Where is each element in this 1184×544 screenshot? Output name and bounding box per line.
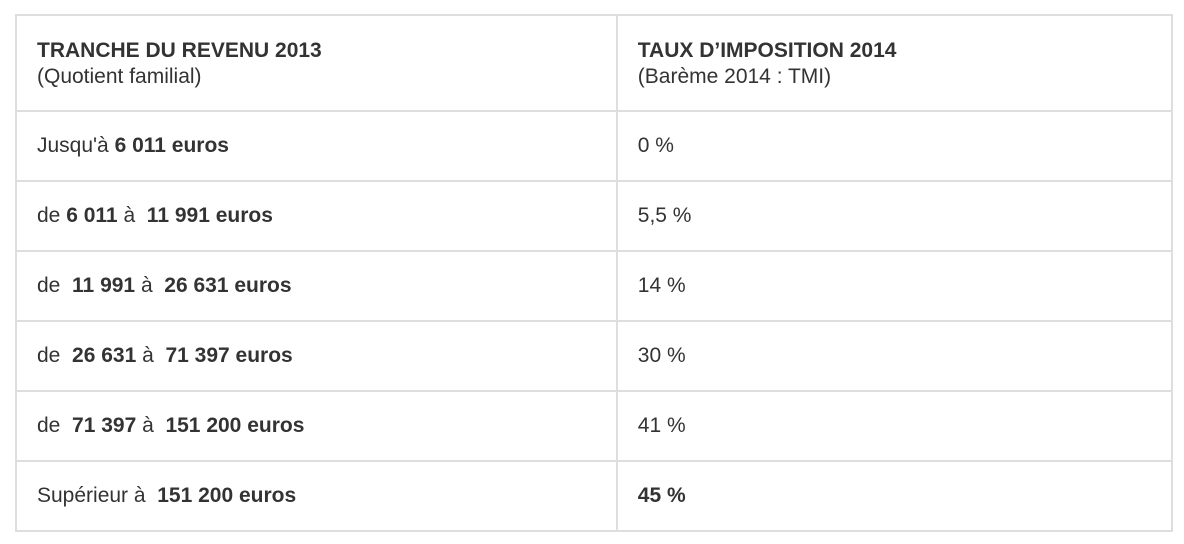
tax-bracket-table: TRANCHE DU REVENU 2013 (Quotient familia… <box>15 14 1174 532</box>
bracket-prefix: de <box>37 344 73 367</box>
bracket-from: 71 397 <box>72 414 137 437</box>
tax-rate-value: 30 % <box>637 344 686 367</box>
table-row: de 6 011 à 11 991 euros 5,5 % <box>15 180 1174 252</box>
bracket-to: 71 397 euros <box>165 344 293 367</box>
bracket-to: 26 631 euros <box>164 274 292 297</box>
tax-rate-cell: 14 % <box>615 250 1174 322</box>
tax-rate-cell: 41 % <box>615 390 1174 462</box>
bracket-separator: à <box>135 274 165 297</box>
bracket-separator: à <box>117 204 147 227</box>
header-income-title: TRANCHE DU REVENU 2013 <box>37 39 322 62</box>
table-row: de 71 397 à 151 200 euros 41 % <box>15 390 1174 462</box>
tax-rate-value: 5,5 % <box>637 204 692 227</box>
bracket-prefix: Supérieur à <box>37 484 158 507</box>
income-bracket-cell: de 71 397 à 151 200 euros <box>15 390 618 462</box>
tax-rate-value: 0 % <box>637 134 674 157</box>
bracket-to: 151 200 euros <box>165 414 305 437</box>
tax-rate-cell: 0 % <box>615 110 1174 182</box>
income-bracket-cell: de 6 011 à 11 991 euros <box>15 180 618 252</box>
income-bracket-cell: Jusqu'à 6 011 euros <box>15 110 618 182</box>
header-cell-income-bracket: TRANCHE DU REVENU 2013 (Quotient familia… <box>15 14 618 112</box>
table-header-row: TRANCHE DU REVENU 2013 (Quotient familia… <box>15 14 1174 112</box>
bracket-separator: à <box>136 344 166 367</box>
table-row: de 11 991 à 26 631 euros 14 % <box>15 250 1174 322</box>
income-bracket-cell: de 26 631 à 71 397 euros <box>15 320 618 392</box>
bracket-prefix: de <box>37 414 73 437</box>
tax-rate-cell: 5,5 % <box>615 180 1174 252</box>
bracket-separator: à <box>136 414 166 437</box>
tax-rate-value: 14 % <box>637 274 686 297</box>
tax-rate-cell: 30 % <box>615 320 1174 392</box>
header-rate-subtitle: (Barème 2014 : TMI) <box>637 65 832 88</box>
bracket-prefix: de <box>37 274 73 297</box>
table-row: Supérieur à 151 200 euros 45 % <box>15 460 1174 532</box>
bracket-from: 11 991 <box>72 274 136 297</box>
tax-rate-value: 45 % <box>637 484 686 507</box>
income-bracket-cell: de 11 991 à 26 631 euros <box>15 250 618 322</box>
bracket-prefix: de <box>37 204 67 227</box>
header-income-subtitle: (Quotient familial) <box>37 65 202 88</box>
bracket-from: 6 011 euros <box>114 134 229 157</box>
table-row: Jusqu'à 6 011 euros 0 % <box>15 110 1174 182</box>
bracket-from: 6 011 <box>66 204 118 227</box>
bracket-to: 11 991 euros <box>146 204 273 227</box>
bracket-prefix: Jusqu'à <box>37 134 115 157</box>
table-row: de 26 631 à 71 397 euros 30 % <box>15 320 1174 392</box>
income-bracket-cell: Supérieur à 151 200 euros <box>15 460 618 532</box>
bracket-from: 26 631 <box>72 344 137 367</box>
header-rate-title: TAUX D’IMPOSITION 2014 <box>637 39 897 62</box>
tax-rate-value: 41 % <box>637 414 686 437</box>
bracket-from: 151 200 euros <box>157 484 297 507</box>
header-cell-tax-rate: TAUX D’IMPOSITION 2014 (Barème 2014 : TM… <box>615 14 1174 112</box>
tax-rate-cell: 45 % <box>615 460 1174 532</box>
